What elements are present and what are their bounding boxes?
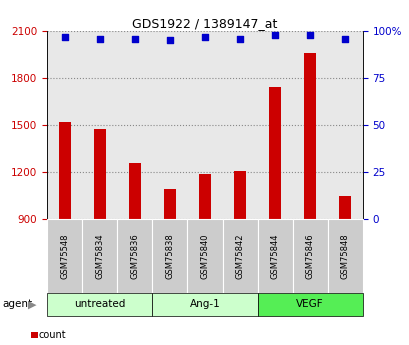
Point	[236, 36, 243, 41]
Text: Ang-1: Ang-1	[189, 299, 220, 309]
Bar	[128, 164, 141, 219]
Point	[341, 36, 348, 41]
Text: GSM75834: GSM75834	[95, 233, 104, 279]
Bar	[338, 196, 351, 219]
Text: GSM75842: GSM75842	[235, 234, 244, 279]
Point	[271, 32, 278, 38]
Text: GSM75844: GSM75844	[270, 234, 279, 279]
Text: untreated: untreated	[74, 299, 125, 309]
Title: GDS1922 / 1389147_at: GDS1922 / 1389147_at	[132, 17, 277, 30]
Text: ▶: ▶	[28, 299, 36, 309]
Bar	[163, 189, 175, 219]
Bar	[198, 175, 211, 219]
Text: GSM75836: GSM75836	[130, 233, 139, 279]
Point	[61, 34, 68, 39]
Text: GSM75838: GSM75838	[165, 233, 174, 279]
Text: VEGF: VEGF	[296, 299, 323, 309]
Text: GSM75840: GSM75840	[200, 234, 209, 279]
Bar	[93, 129, 106, 219]
Bar	[268, 88, 281, 219]
Point	[131, 36, 138, 41]
Point	[201, 34, 208, 39]
Text: agent: agent	[2, 299, 32, 309]
Point	[96, 36, 103, 41]
Text: GSM75848: GSM75848	[340, 233, 349, 279]
Text: count: count	[39, 330, 66, 339]
Point	[166, 38, 173, 43]
Bar	[58, 122, 71, 219]
Bar	[303, 53, 316, 219]
Bar	[234, 170, 246, 219]
Point	[306, 32, 313, 38]
Text: GSM75846: GSM75846	[305, 233, 314, 279]
Text: GSM75548: GSM75548	[60, 234, 69, 279]
